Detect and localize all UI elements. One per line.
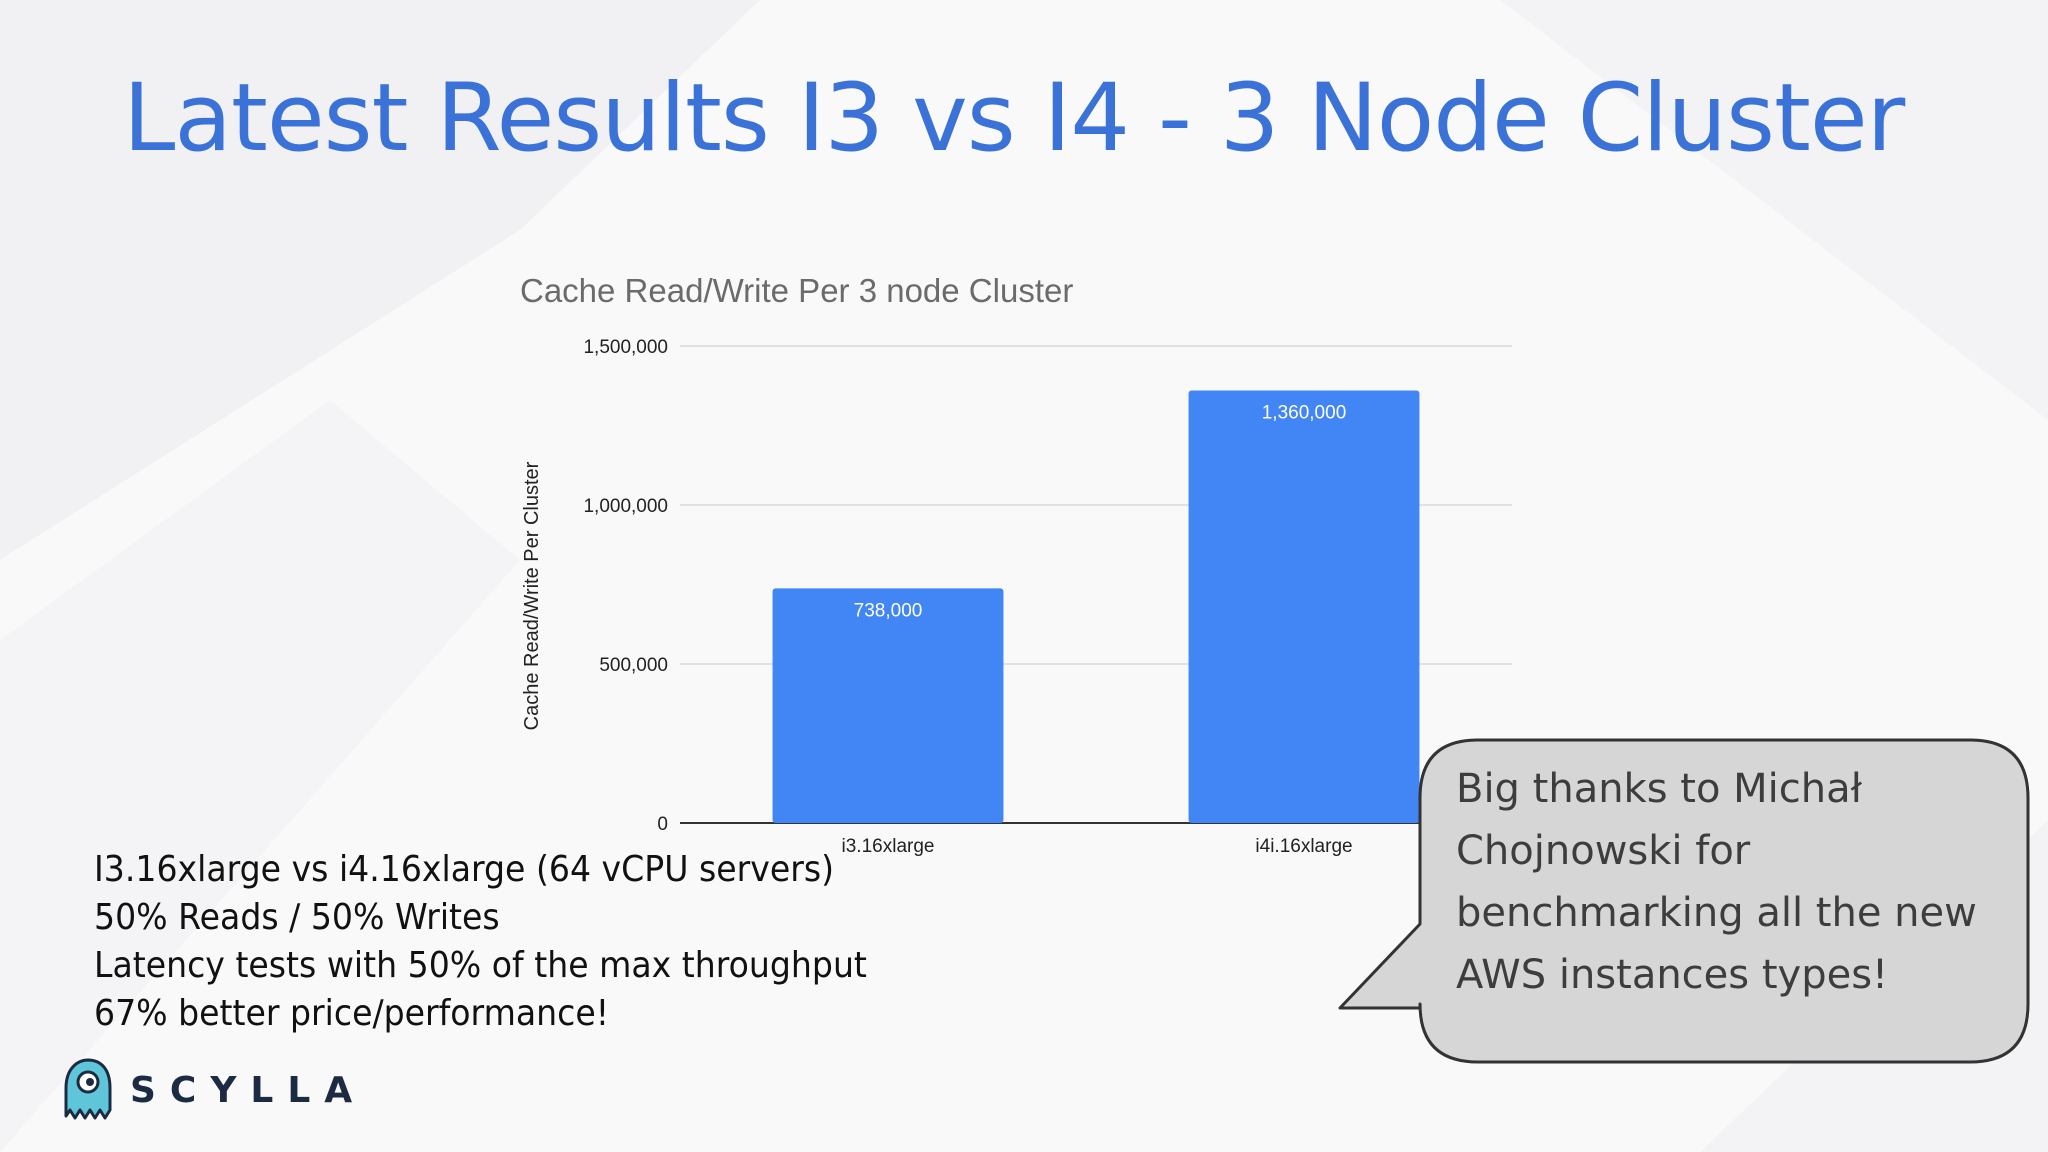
callout-text: Big thanks to Michał Chojnowski for benc… <box>1456 766 1977 998</box>
bar <box>772 588 1004 823</box>
bar <box>1188 390 1420 823</box>
note-line: 67% better price/performance! <box>94 993 610 1034</box>
slide-notes: I3.16xlarge vs i4.16xlarge (64 vCPU serv… <box>94 846 867 1038</box>
data-label: 1,360,000 <box>1262 403 1347 424</box>
scylla-logo: SCYLLA <box>60 1058 366 1122</box>
note-line: I3.16xlarge vs i4.16xlarge (64 vCPU serv… <box>94 849 835 890</box>
note-line: 50% Reads / 50% Writes <box>94 897 500 938</box>
logo-wordmark: SCYLLA <box>130 1069 367 1111</box>
x-tick-label: i4i.16xlarge <box>1255 836 1352 857</box>
octopus-logo-icon <box>64 1058 112 1120</box>
y-tick-label: 500,000 <box>599 655 668 676</box>
data-label: 738,000 <box>854 600 923 621</box>
x-tick-label: i3.16xlarge <box>842 836 935 857</box>
note-line: Latency tests with 50% of the max throug… <box>94 945 867 986</box>
y-tick-label: 1,500,000 <box>583 337 668 358</box>
y-axis-label: Cache Read/Write Per Cluster <box>521 461 543 730</box>
y-tick-label: 0 <box>657 814 668 835</box>
slide-title: Latest Results I3 vs I4 - 3 Node Cluster <box>123 64 1905 173</box>
y-tick-label: 1,000,000 <box>583 496 668 517</box>
chart-title: Cache Read/Write Per 3 node Cluster <box>520 272 1073 309</box>
